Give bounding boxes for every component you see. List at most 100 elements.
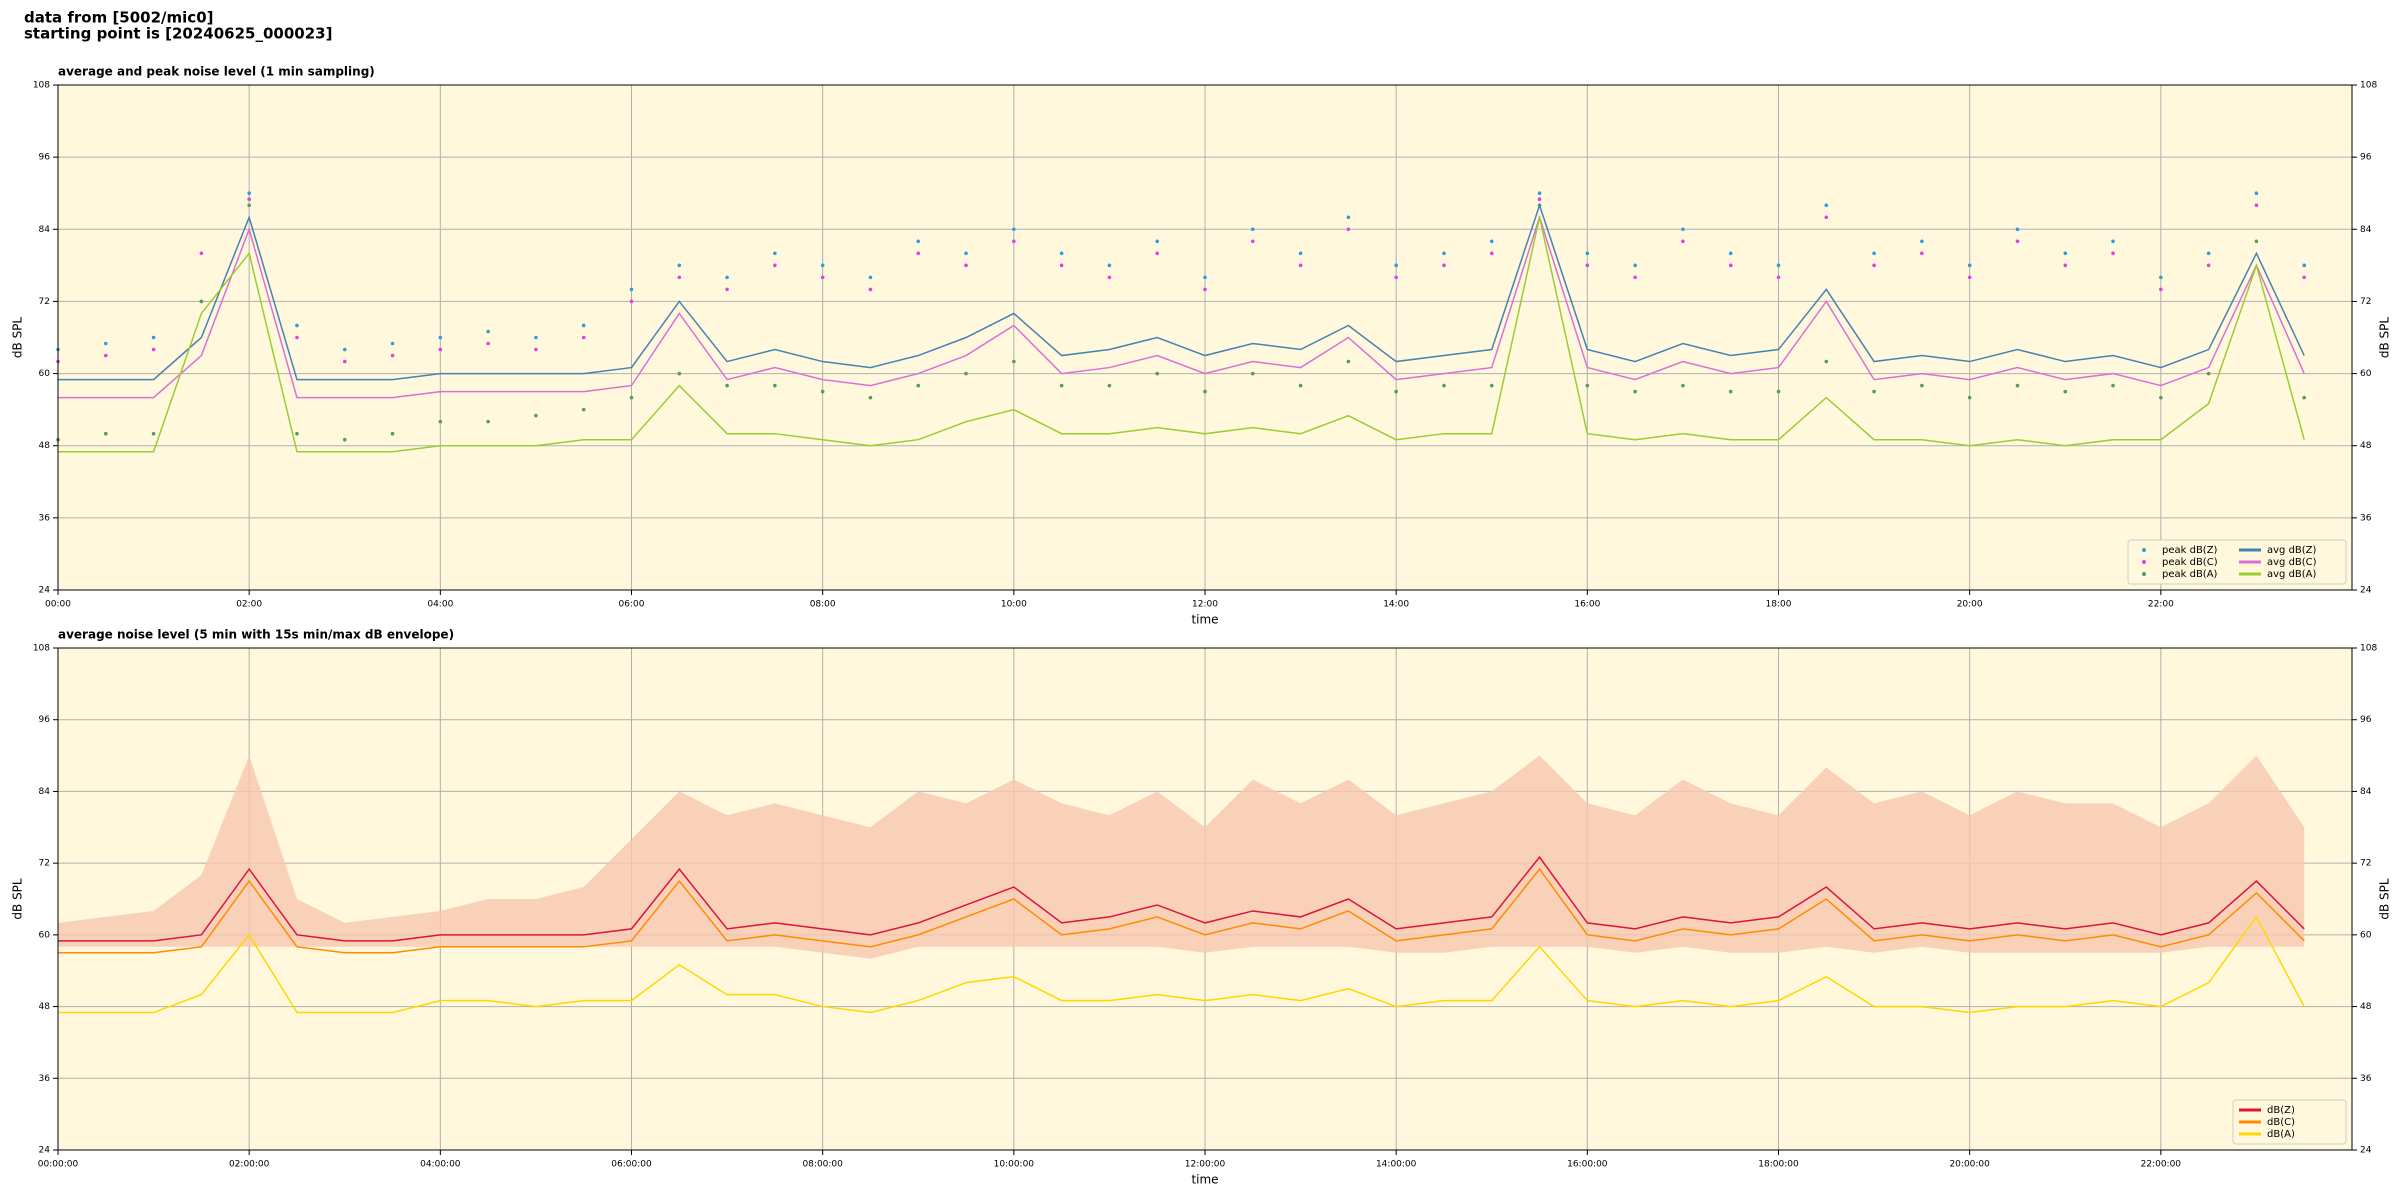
x-tick-label: 04:00: [427, 600, 453, 610]
peak-point: [534, 413, 538, 418]
peak-point: [1298, 251, 1303, 256]
y2-tick-label: 48: [2360, 441, 2372, 451]
y2-tick-label: 48: [2360, 1002, 2372, 1012]
peak-point: [103, 341, 108, 346]
peak-point: [1298, 263, 1303, 268]
peak-point: [1776, 275, 1781, 280]
peak-point: [820, 263, 825, 268]
peak-point: [773, 263, 777, 268]
peak-point: [677, 263, 682, 268]
peak-point: [1012, 227, 1016, 232]
y-tick-label: 96: [39, 715, 51, 725]
legend-label: peak dB(Z): [2162, 545, 2218, 556]
x-tick-label: 06:00:00: [611, 1160, 652, 1170]
peak-point: [2159, 395, 2163, 400]
series-line: [58, 867, 2305, 954]
peak-point: [2254, 191, 2259, 196]
chart-title: average and peak noise level (1 min samp…: [58, 65, 375, 79]
series-line: [58, 217, 2305, 453]
peak-point: [1633, 263, 1637, 268]
peak-point: [2254, 203, 2259, 208]
peak-point: [868, 275, 873, 280]
peak-point: [1920, 251, 1924, 256]
peak-point: [247, 191, 251, 196]
peak-point: [1681, 227, 1685, 232]
chart-title: average noise level (5 min with 15s min/…: [58, 628, 454, 642]
peak-point: [581, 407, 586, 412]
peak-point: [1489, 239, 1494, 244]
y2-tick-label: 108: [2360, 81, 2377, 91]
peak-point: [1155, 239, 1160, 244]
peak-point: [916, 251, 921, 256]
y2-tick-label: 84: [2360, 225, 2372, 235]
peak-point: [295, 431, 299, 436]
peak-point: [342, 359, 347, 364]
y2-tick-label: 36: [2360, 513, 2372, 523]
peak-point: [103, 431, 108, 436]
legend-label: dB(Z): [2267, 1105, 2295, 1116]
y-tick-label: 72: [39, 297, 50, 307]
peak-point: [1107, 383, 1112, 388]
peak-point: [1728, 263, 1733, 268]
peak-point: [342, 347, 347, 352]
peak-point: [1346, 227, 1351, 232]
peak-point: [390, 341, 395, 346]
peak-point: [1107, 275, 1112, 280]
y-tick-label: 24: [39, 586, 51, 596]
peak-point: [629, 287, 634, 292]
x-tick-label: 18:00:00: [1758, 1160, 1799, 1170]
peak-point: [2111, 251, 2115, 256]
peak-point: [1728, 389, 1733, 394]
plot-frame: [57, 84, 2353, 591]
peak-point: [1442, 383, 1446, 388]
legend-box: [2127, 539, 2347, 585]
peak-point: [820, 275, 825, 280]
y2-tick-label: 60: [2360, 369, 2372, 379]
peak-point: [1633, 389, 1637, 394]
peak-point: [1824, 203, 1829, 208]
peak-point: [534, 335, 538, 340]
peak-point: [1012, 239, 1016, 244]
legend-label: dB(A): [2267, 1129, 2295, 1140]
peak-point: [1537, 197, 1542, 202]
peak-point: [2159, 275, 2163, 280]
peak-point: [1059, 383, 1064, 388]
x-tick-label: 16:00: [1574, 600, 1600, 610]
peak-point: [773, 383, 777, 388]
peak-point: [725, 383, 729, 388]
peak-point: [390, 431, 395, 436]
x-axis-label: time: [1191, 1173, 1218, 1187]
y-tick-label: 60: [39, 369, 51, 379]
x-tick-label: 00:00: [45, 600, 71, 610]
peak-point: [2302, 275, 2307, 280]
peak-point: [964, 371, 968, 376]
y2-tick-label: 84: [2360, 787, 2372, 797]
peak-point: [247, 197, 251, 202]
y2-tick-label: 72: [2360, 859, 2371, 869]
peak-point: [486, 329, 490, 334]
x-axis-label: time: [1191, 613, 1218, 627]
x-tick-label: 10:00:00: [994, 1160, 1035, 1170]
x-tick-label: 12:00: [1192, 600, 1218, 610]
series-line: [58, 202, 2305, 381]
x-tick-label: 16:00:00: [1567, 1160, 1608, 1170]
peak-point: [1250, 239, 1255, 244]
peak-point: [868, 287, 873, 292]
peak-point: [1489, 383, 1494, 388]
peak-point: [1203, 389, 1207, 394]
peak-point: [1824, 359, 1829, 364]
peak-point: [581, 335, 586, 340]
peak-point: [1346, 359, 1351, 364]
y-tick-label: 24: [39, 1146, 51, 1156]
peak-point: [342, 437, 347, 442]
peak-point: [2111, 383, 2115, 388]
plot-frame: [57, 647, 2353, 1151]
peak-point: [1203, 287, 1207, 292]
peak-point: [1059, 251, 1064, 256]
source-line: data from [5002/mic0]: [24, 9, 214, 27]
y2-tick-label: 36: [2360, 1074, 2372, 1084]
y-tick-label: 84: [39, 225, 51, 235]
x-tick-label: 22:00: [2148, 600, 2174, 610]
peak-point: [1776, 389, 1781, 394]
